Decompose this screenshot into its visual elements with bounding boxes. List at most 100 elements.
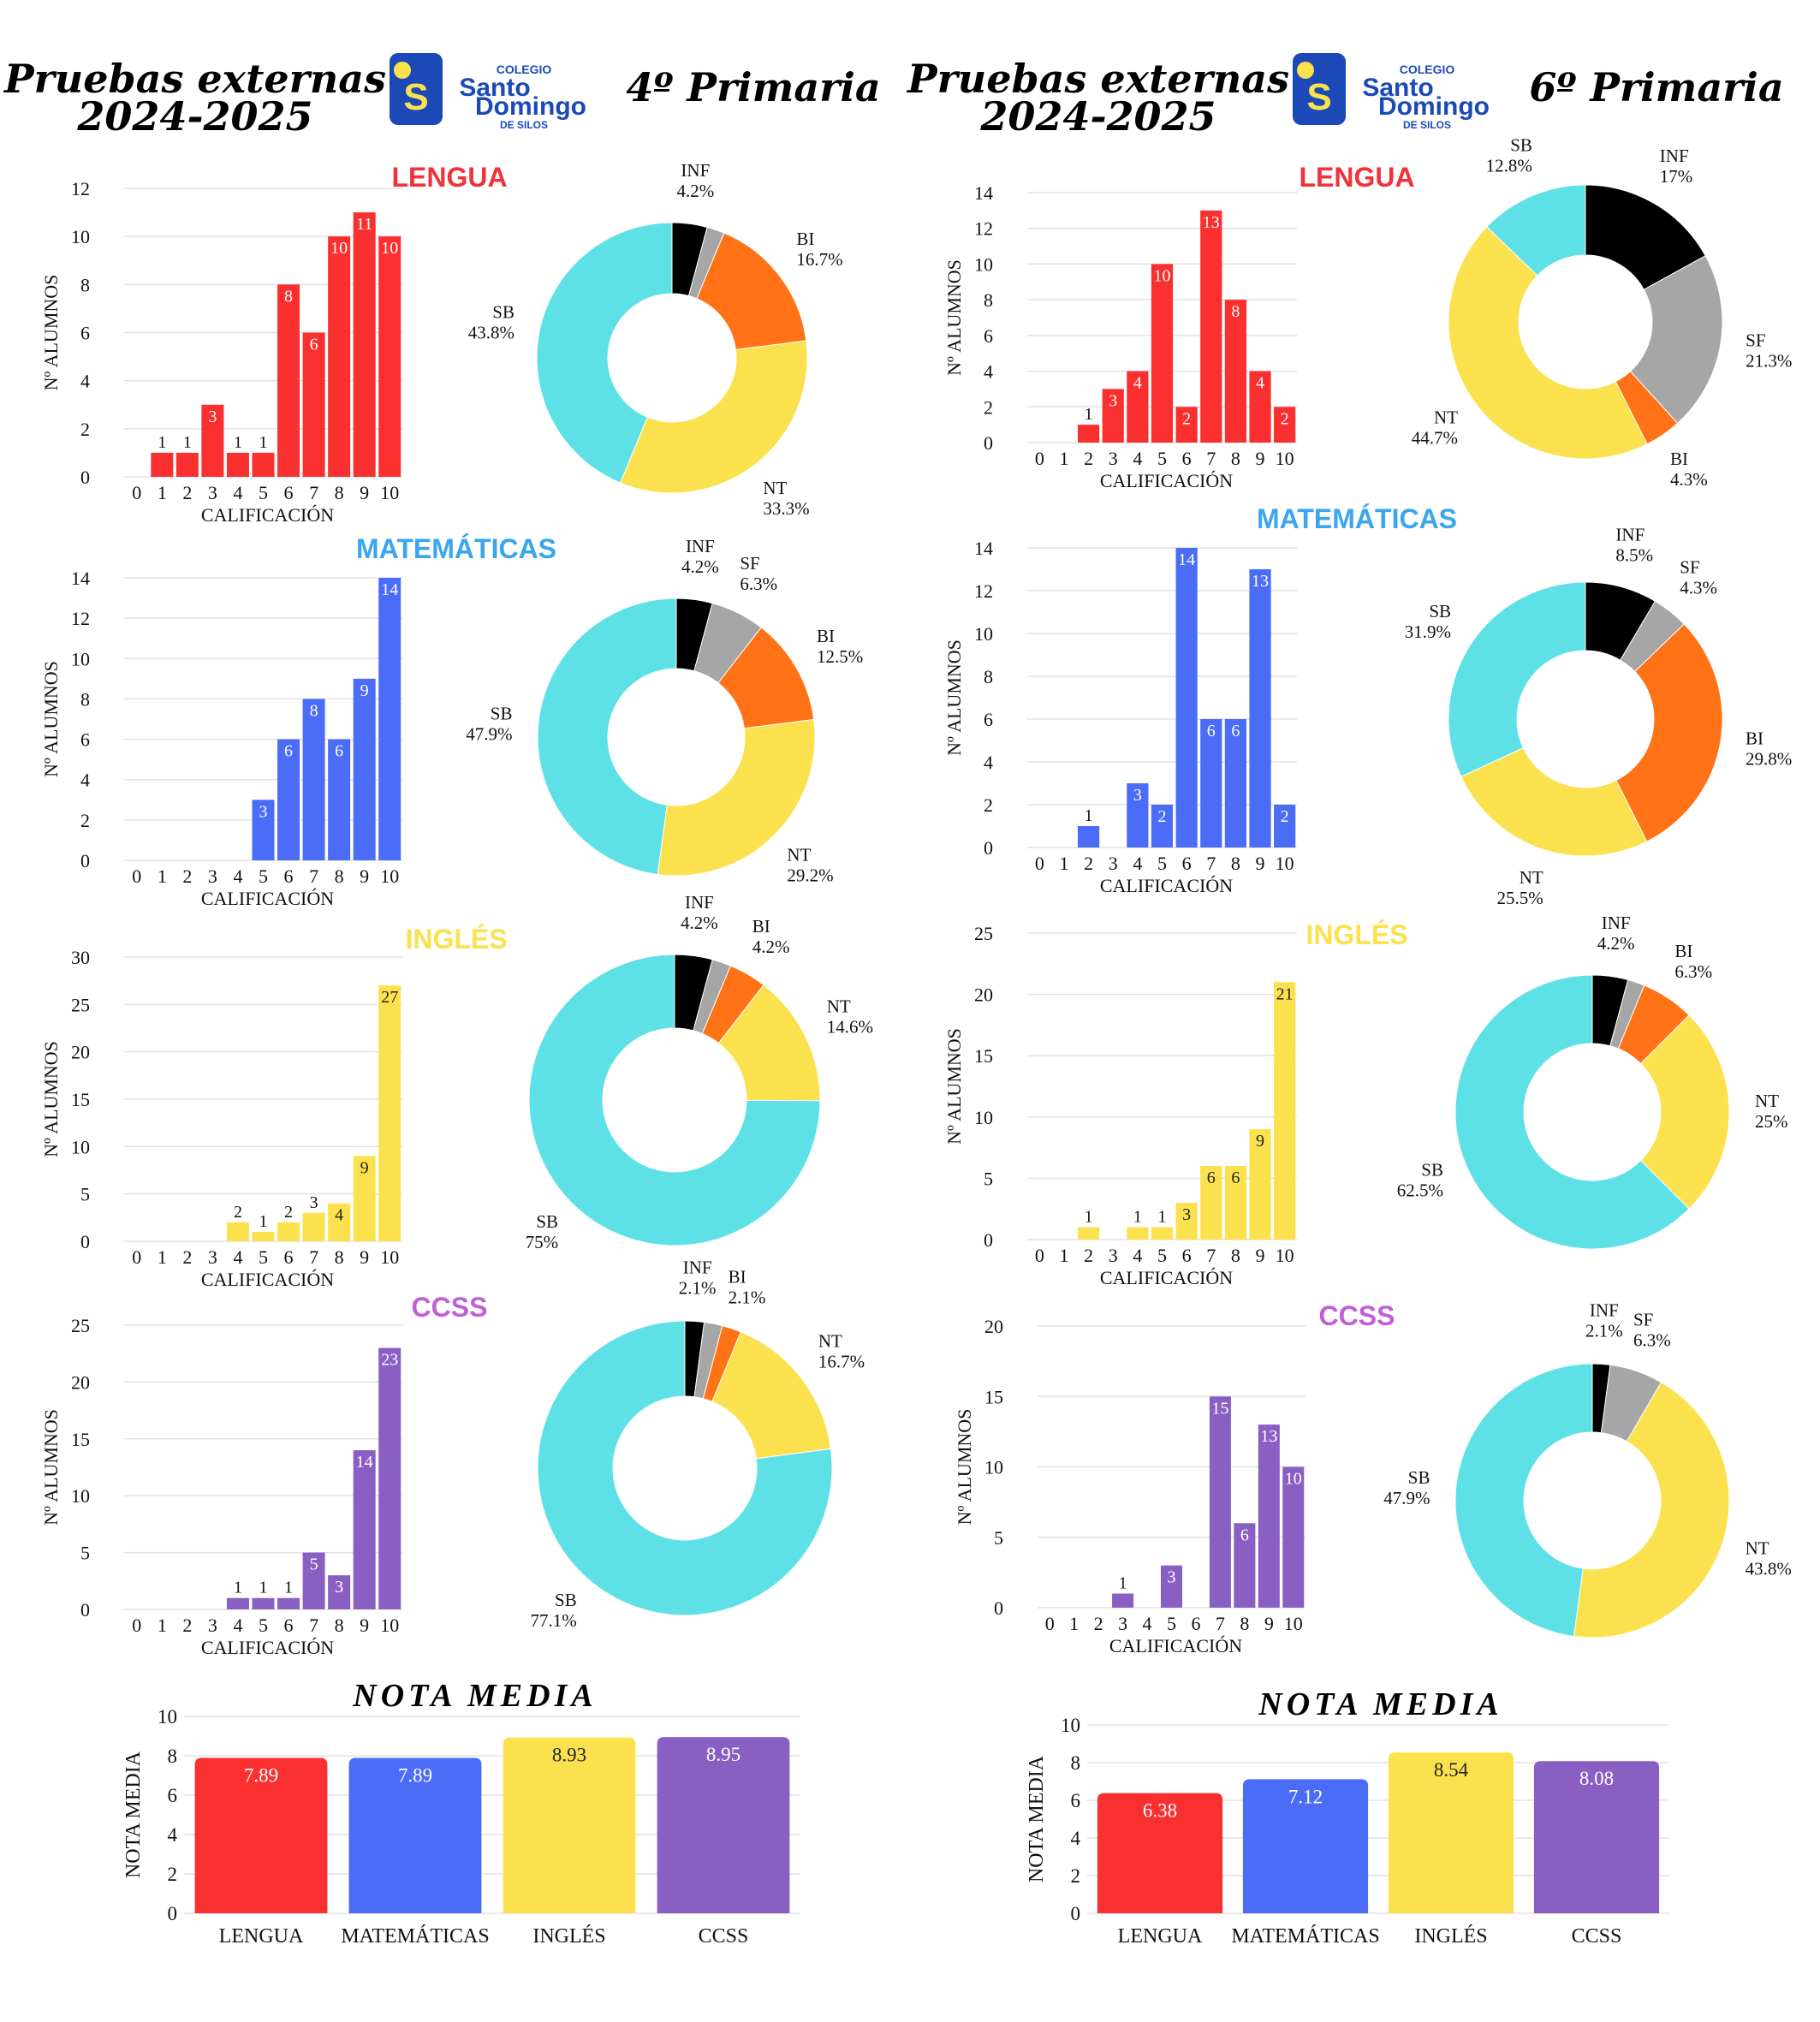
- slice-percent-label: 12.5%: [817, 646, 863, 667]
- y-tick-label: 10: [71, 648, 90, 669]
- slice-percent-label: 21.3%: [1746, 350, 1792, 371]
- x-tick-label: 9: [360, 1246, 369, 1268]
- slice-percent-label: 4.2%: [752, 937, 790, 957]
- bar-value-label: 14: [356, 1453, 373, 1472]
- y-tick-label: 14: [71, 568, 90, 589]
- bar: [302, 1552, 325, 1609]
- x-tick-label: 6: [284, 1615, 294, 1636]
- x-tick-label: 7: [309, 1246, 318, 1268]
- bar-value-label: 1: [234, 433, 242, 452]
- bar-value-label: 6: [310, 336, 318, 354]
- slice-sb: [1486, 184, 1586, 277]
- bar: [1274, 407, 1296, 443]
- bar: [353, 1156, 376, 1241]
- slice-percent-label: 33.3%: [763, 498, 809, 519]
- bar: [1151, 1227, 1174, 1240]
- x-tick-label: 4: [1133, 1245, 1142, 1266]
- x-tick-label: 2: [182, 1615, 192, 1636]
- bar: [1127, 371, 1149, 443]
- y-tick-label: 20: [984, 1316, 1003, 1337]
- y-tick-label: 12: [974, 218, 993, 240]
- y-tick-label: 6: [984, 325, 993, 347]
- y-axis-title: Nº ALUMNOS: [954, 1409, 975, 1525]
- slice-nt: [1460, 746, 1648, 857]
- bar: [277, 739, 300, 860]
- bar: [1175, 1203, 1198, 1240]
- y-tick-label: 12: [71, 178, 90, 199]
- mean-bar: [1097, 1793, 1223, 1913]
- x-axis-title: CALIFICACIÓN: [201, 1637, 334, 1658]
- x-tick-label: 8: [1231, 853, 1240, 874]
- slice-percent-label: 4.2%: [676, 181, 714, 201]
- x-tick-label: 0: [1035, 1245, 1044, 1266]
- bar-value-label: 1: [1085, 405, 1093, 424]
- bar-value-label: 4: [1256, 374, 1264, 393]
- bar: [277, 1597, 300, 1609]
- bar: [277, 284, 300, 477]
- bar-value-label: 6: [1207, 722, 1216, 740]
- bar-value-label: 3: [1133, 786, 1142, 805]
- x-tick-label: 3: [1109, 853, 1118, 874]
- x-tick-label: 5: [1157, 448, 1167, 469]
- x-tick-label: 4: [233, 482, 242, 503]
- x-tick-label: 2: [1084, 448, 1093, 469]
- logo-dot: [1297, 62, 1314, 79]
- x-tick-label: 10: [1284, 1613, 1303, 1634]
- x-tick-label: 8: [335, 1615, 344, 1636]
- bar-value-label: 1: [234, 1579, 242, 1597]
- y-axis-title: Nº ALUMNOS: [40, 1409, 62, 1525]
- x-tick-label: 1: [1059, 1245, 1068, 1266]
- bar-value-label: 11: [356, 215, 372, 234]
- slice-name-label: BI: [729, 1267, 746, 1288]
- slice-name-label: BI: [752, 916, 770, 937]
- x-axis-title: CALIFICACIÓN: [201, 888, 334, 909]
- bar: [302, 699, 325, 860]
- x-tick-label: 0: [1035, 853, 1044, 874]
- slice-name-label: SF: [1746, 330, 1765, 350]
- slice-percent-label: 6.3%: [740, 574, 777, 594]
- bar-value-label: 1: [259, 1212, 268, 1231]
- slice-nt: [619, 340, 808, 494]
- y-axis-title: Nº ALUMNOS: [943, 639, 965, 756]
- subject-title: LENGUA: [1299, 162, 1414, 193]
- bar: [1224, 300, 1247, 443]
- bar-value-label: 6: [1240, 1525, 1249, 1544]
- slice-name-label: BI: [817, 626, 835, 646]
- school-logo: S COLEGIO Santo Domingo DE SILOS: [1293, 53, 1490, 131]
- bar: [1200, 719, 1222, 847]
- bar-value-label: 13: [1252, 572, 1269, 591]
- x-tick-label: 0: [1035, 448, 1044, 469]
- bar-value-label: 8: [310, 701, 318, 720]
- y-tick-label: 0: [80, 850, 90, 871]
- slice-percent-label: 2.1%: [729, 1288, 766, 1308]
- bar: [353, 1450, 376, 1609]
- bar: [1127, 783, 1149, 847]
- y-tick-label: 5: [80, 1184, 90, 1205]
- x-tick-label: CCSS: [1572, 1925, 1622, 1948]
- slice-name-label: SB: [1421, 1159, 1443, 1180]
- y-tick-label: 4: [80, 770, 90, 791]
- y-axis-title: Nº ALUMNOS: [943, 259, 965, 376]
- logo-line3: Domingo: [1378, 92, 1490, 121]
- x-tick-label: 2: [182, 865, 192, 887]
- slice-percent-label: 29.8%: [1746, 748, 1792, 769]
- header-4-primaria: Pruebas externas 2024-2025 S COLEGIO San…: [3, 53, 881, 140]
- bar-value-label: 10: [381, 239, 398, 258]
- y-tick-label: 10: [71, 226, 90, 247]
- logo-line1: COLEGIO: [1400, 62, 1455, 76]
- x-tick-label: CCSS: [699, 1925, 749, 1948]
- slice-name-label: BI: [1670, 449, 1688, 469]
- x-tick-label: INGLÉS: [532, 1925, 605, 1948]
- x-tick-label: 4: [1133, 448, 1142, 469]
- x-tick-label: 9: [1256, 1245, 1265, 1266]
- bar: [1274, 982, 1296, 1240]
- x-tick-label: 1: [1059, 448, 1068, 469]
- y-tick-label: 4: [984, 752, 993, 773]
- slice-percent-label: 2.1%: [679, 1277, 717, 1298]
- x-tick-label: 5: [259, 865, 268, 887]
